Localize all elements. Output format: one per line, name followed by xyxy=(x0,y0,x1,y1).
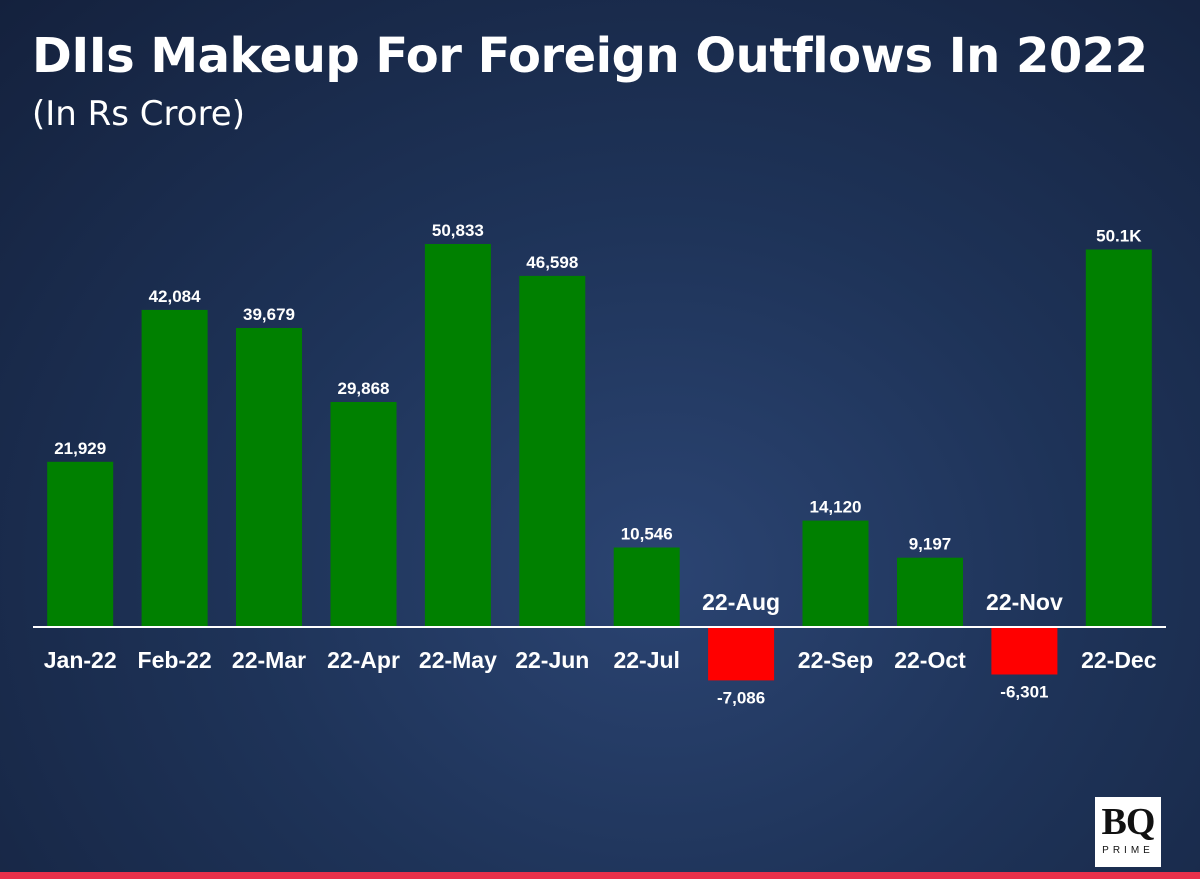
bar-22-dec xyxy=(1085,249,1152,627)
data-label: -7,086 xyxy=(717,688,765,707)
logo-wordmark: BQ xyxy=(1101,801,1156,843)
bar-22-jul xyxy=(613,547,680,627)
data-label: 29,868 xyxy=(338,379,390,398)
bq-prime-logo: BQ PRIME xyxy=(1095,797,1161,867)
data-label: -6,301 xyxy=(1000,683,1048,702)
category-label: 22-Oct xyxy=(894,647,966,673)
data-label: 42,084 xyxy=(149,287,202,306)
chart-subtitle: (In Rs Crore) xyxy=(32,94,245,134)
chart-title: DIIs Makeup For Foreign Outflows In 2022 xyxy=(32,28,1148,84)
category-label: Feb-22 xyxy=(138,647,212,673)
category-label: 22-Jul xyxy=(613,647,679,673)
category-label: 22-May xyxy=(419,647,497,673)
bar-22-oct xyxy=(897,557,963,627)
bar-22-may xyxy=(424,244,491,627)
bar-22-aug xyxy=(708,627,775,681)
bar-22-mar xyxy=(236,328,302,627)
category-label: 22-Mar xyxy=(232,647,306,673)
bar-22-jun xyxy=(519,275,586,627)
data-label: 9,197 xyxy=(909,535,952,554)
category-label: 22-Aug xyxy=(702,589,780,615)
data-label: 10,546 xyxy=(621,525,673,544)
data-label: 50,833 xyxy=(432,221,484,240)
bar-22-sep xyxy=(802,520,869,627)
category-label: 22-Apr xyxy=(327,647,400,673)
category-label: 22-Dec xyxy=(1081,647,1157,673)
data-label: 50.1K xyxy=(1096,227,1142,246)
category-label: 22-Nov xyxy=(986,589,1063,615)
bar-jan-22 xyxy=(47,461,114,627)
data-label: 46,598 xyxy=(526,253,578,272)
bar-22-nov xyxy=(991,627,1058,675)
bar-22-apr xyxy=(330,402,397,627)
logo-subtext: PRIME xyxy=(1102,845,1154,856)
data-label: 21,929 xyxy=(54,439,106,458)
category-label: Jan-22 xyxy=(44,647,117,673)
data-label: 39,679 xyxy=(243,305,295,324)
accent-strip xyxy=(0,872,1200,879)
data-label: 14,120 xyxy=(810,498,862,517)
category-label: 22-Sep xyxy=(798,647,873,673)
category-label: 22-Jun xyxy=(515,647,589,673)
bar-feb-22 xyxy=(141,309,208,627)
